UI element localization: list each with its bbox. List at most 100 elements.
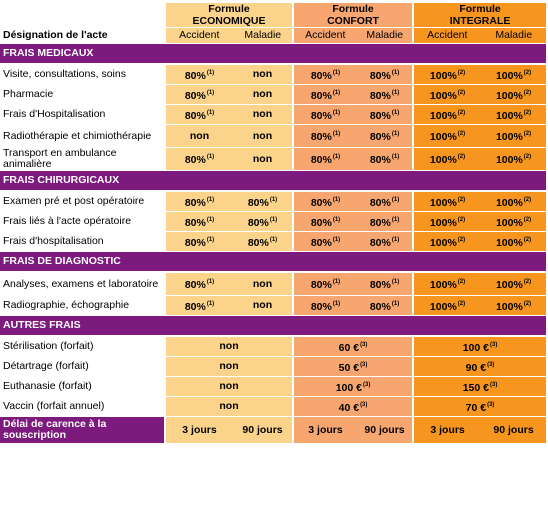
- coverage-cell: 80%(1): [164, 84, 233, 105]
- coverage-value: non: [252, 88, 273, 100]
- coverage-value: 80%: [310, 196, 332, 209]
- forfait-cell: non: [163, 336, 294, 357]
- table-row: Radiothérapie et chimiothérapie non non 80%…: [0, 124, 547, 148]
- forfait-cell: 70 €(3): [412, 396, 547, 417]
- coverage-value: 100%: [495, 236, 523, 249]
- footnote-ref: (1): [391, 236, 400, 243]
- coverage-cell: 80%(1): [292, 191, 358, 212]
- footnote-ref: (3): [362, 381, 371, 388]
- coverage-value: 80%: [369, 216, 391, 229]
- coverage-cell: non: [233, 104, 294, 125]
- footnote-ref: (1): [391, 131, 400, 137]
- coverage-value: 80%: [310, 236, 332, 249]
- carence-value: 90 jours: [481, 416, 547, 444]
- coverage-cell: 100%(2): [412, 272, 482, 296]
- coverage-value: 100%: [495, 89, 523, 102]
- row-label: Radiothérapie et chimiothérapie: [0, 124, 165, 148]
- footnote-ref: (2): [523, 236, 532, 243]
- footnote-ref: (3): [487, 361, 495, 368]
- forfait-value: 100 €: [335, 381, 362, 394]
- forfait-value: 40 €: [338, 401, 360, 414]
- section-title: FRAIS MEDICAUX: [0, 43, 547, 65]
- coverage-value: non: [252, 299, 273, 311]
- coverage-cell: 100%(2): [412, 124, 482, 148]
- coverage-value: 100%: [429, 109, 457, 122]
- section-autres-frais: AUTRES FRAIS Stérilisation (forfait) non 60…: [0, 315, 547, 417]
- forfait-value: 100 €: [462, 341, 489, 354]
- coverage-value: 80%: [369, 89, 391, 102]
- table-row: Vaccin (forfait annuel) non 40 €(3) 70 €(3): [0, 396, 547, 417]
- coverage-value: 80%: [184, 216, 206, 229]
- coverage-cell: 80%(1): [357, 191, 414, 212]
- coverage-value: 100%: [429, 279, 457, 291]
- coverage-cell: 100%(2): [481, 191, 547, 212]
- coverage-cell: 80%(1): [292, 64, 358, 85]
- footnote-ref: (1): [391, 279, 400, 285]
- forfait-cell: 100 €(3): [412, 336, 547, 357]
- table-row: Euthanasie (forfait) non 100 €(3) 150 €(3): [0, 376, 547, 397]
- coverage-value: 100%: [429, 89, 457, 102]
- row-label: Détartrage (forfait): [0, 356, 165, 377]
- coverage-cell: 100%(2): [481, 64, 547, 85]
- forfait-cell: 90 €(3): [412, 356, 547, 377]
- forfait-value: 50 €: [338, 361, 360, 374]
- coverage-value: 80%: [310, 109, 332, 122]
- footnote-ref: (1): [391, 69, 400, 76]
- table-row: Frais d'Hospitalisation 80%(1) non 80%(1) 80…: [0, 104, 547, 125]
- footnote-ref: (1): [391, 300, 400, 307]
- carence-value: 3 jours: [292, 416, 358, 444]
- coverage-value: non: [189, 129, 210, 142]
- footnote-ref: (2): [523, 131, 532, 137]
- footnote-ref: (2): [457, 154, 466, 160]
- forfait-cell: 100 €(3): [292, 376, 414, 397]
- forfait-cell: 60 €(3): [292, 336, 414, 357]
- footnote-ref: (1): [332, 279, 341, 285]
- coverage-cell: 100%(2): [481, 147, 547, 171]
- int-maladie-header: Maladie: [481, 27, 547, 44]
- footnote-ref: (2): [457, 69, 466, 76]
- footnote-ref: (2): [523, 279, 532, 285]
- forfait-value: non: [219, 340, 239, 352]
- coverage-value: 80%: [184, 300, 206, 313]
- footnote-ref: (1): [206, 196, 215, 203]
- footnote-ref: (3): [360, 361, 368, 368]
- column-subheader-row: Désignation de l'acte Accident Maladie A…: [0, 27, 547, 44]
- section-title: FRAIS CHIRURGICAUX: [0, 170, 547, 192]
- coverage-cell: 80%(1): [357, 231, 414, 252]
- footnote-ref: (1): [332, 216, 341, 223]
- forfait-cell: 50 €(3): [292, 356, 414, 377]
- coverage-cell: non: [233, 272, 294, 296]
- footnote-ref: (1): [206, 216, 215, 223]
- coverage-value: 80%: [310, 89, 332, 102]
- coverage-cell: non: [233, 84, 294, 105]
- footnote-ref: (1): [206, 69, 215, 76]
- forfait-value: non: [219, 360, 239, 372]
- footnote-ref: (3): [360, 341, 368, 348]
- coverage-value: 80%: [310, 131, 332, 143]
- row-label: Frais liés à l'acte opératoire: [0, 211, 165, 232]
- coverage-cell: 100%(2): [481, 84, 547, 105]
- coverage-cell: 100%(2): [481, 272, 547, 296]
- designation-header: Désignation de l'acte: [0, 27, 165, 44]
- coverage-value: 100%: [429, 154, 457, 166]
- coverage-cell: 80%(1): [164, 104, 233, 125]
- footnote-ref: (1): [332, 89, 341, 96]
- footnote-ref: (1): [206, 279, 215, 285]
- coverage-cell: 100%(2): [481, 104, 547, 125]
- coverage-cell: 80%(1): [292, 231, 358, 252]
- footnote-ref: (1): [206, 154, 215, 160]
- coverage-cell: 100%(2): [481, 124, 547, 148]
- stray-mark: ˆ: [121, 0, 124, 5]
- coverage-cell: 80%(1): [292, 124, 358, 148]
- coverage-value: 100%: [495, 300, 523, 313]
- footnote-ref: (2): [457, 89, 466, 96]
- footnote-ref: (1): [391, 89, 400, 96]
- coverage-cell: 100%(2): [412, 84, 482, 105]
- coverage-cell: 80%(1): [164, 64, 233, 85]
- coverage-value: 100%: [429, 196, 457, 209]
- section-header-row: FRAIS MEDICAUX: [0, 43, 547, 65]
- footnote-ref: (2): [457, 216, 466, 223]
- coverage-value: 80%: [184, 69, 206, 82]
- row-label: Visite, consultations, soins: [0, 64, 165, 85]
- coverage-value: 100%: [495, 109, 523, 122]
